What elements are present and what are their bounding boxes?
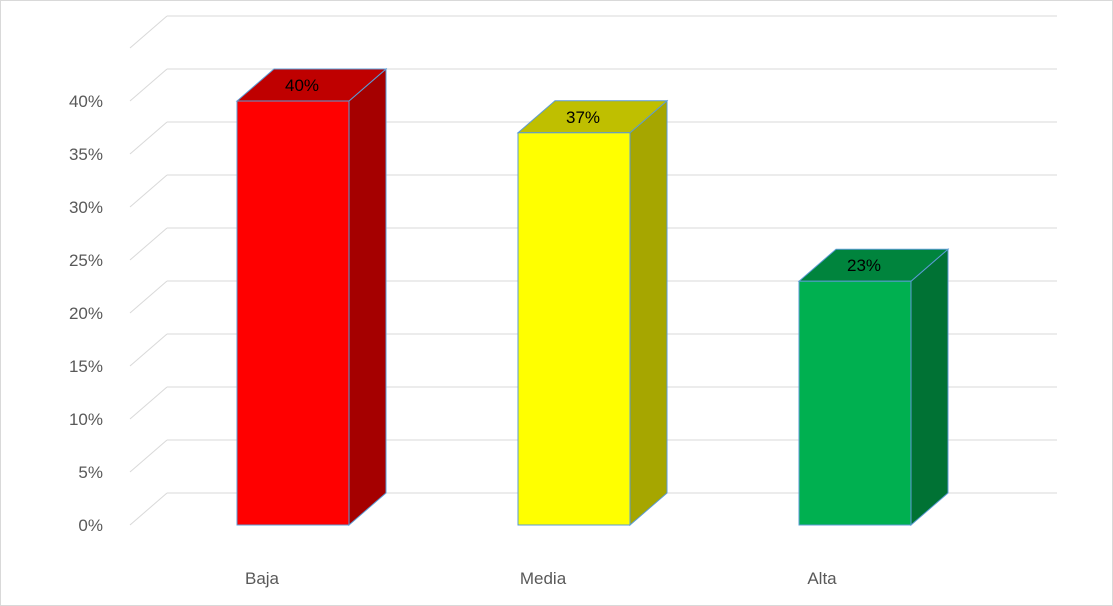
bar-front	[517, 132, 631, 526]
gridline-diagonal	[129, 439, 168, 473]
gridline-diagonal	[129, 492, 168, 526]
gridline-diagonal	[129, 121, 168, 155]
gridline-diagonal	[129, 68, 168, 102]
y-axis: 0% 5% 10% 15% 20% 25% 30% 35% 40%	[69, 92, 103, 535]
x-category-label: Media	[520, 569, 567, 588]
bar-front	[236, 100, 350, 526]
gridline-diagonal	[129, 227, 168, 261]
y-tick-label: 40%	[69, 92, 103, 111]
gridline-diagonal	[129, 333, 168, 367]
bar-baja	[235, 67, 388, 527]
y-tick-label: 15%	[69, 357, 103, 376]
data-label: 23%	[847, 256, 881, 275]
bar-media	[516, 99, 669, 527]
bar-side	[629, 99, 668, 527]
bars	[235, 67, 950, 527]
y-tick-label: 35%	[69, 145, 103, 164]
data-label: 40%	[285, 76, 319, 95]
data-label: 37%	[566, 108, 600, 127]
bar-front	[798, 280, 912, 526]
bar-side	[910, 248, 949, 527]
bar-alta	[797, 248, 950, 527]
gridline-diagonal	[129, 280, 168, 314]
x-category-label: Alta	[807, 569, 837, 588]
x-axis: Baja Media Alta	[245, 569, 837, 588]
gridline-diagonal	[129, 174, 168, 208]
data-labels: 40% 37% 23%	[285, 76, 881, 275]
gridline-diagonal	[129, 386, 168, 420]
y-tick-label: 5%	[78, 463, 103, 482]
x-category-label: Baja	[245, 569, 280, 588]
bar-side	[348, 67, 387, 527]
y-tick-label: 25%	[69, 251, 103, 270]
y-tick-label: 10%	[69, 410, 103, 429]
gridline-diagonal	[129, 15, 168, 49]
y-tick-label: 20%	[69, 304, 103, 323]
y-tick-label: 0%	[78, 516, 103, 535]
y-tick-label: 30%	[69, 198, 103, 217]
